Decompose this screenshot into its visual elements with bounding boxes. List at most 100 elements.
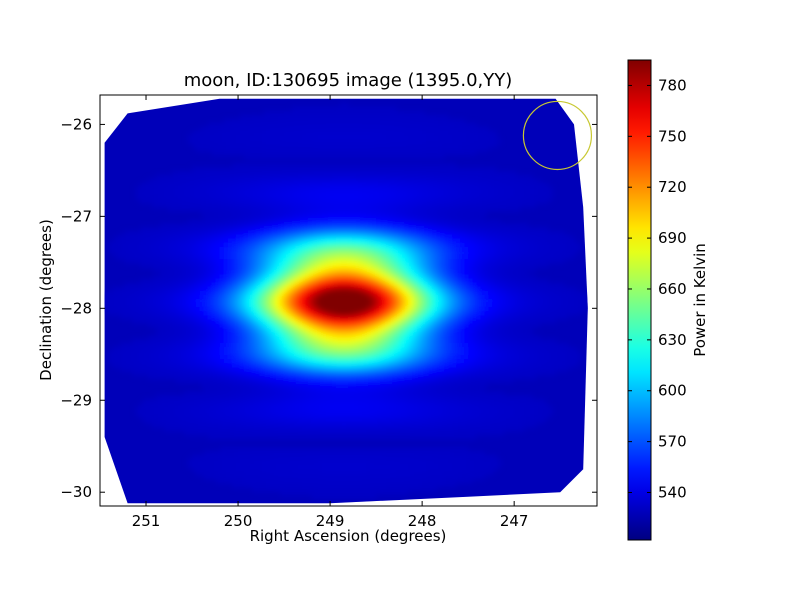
heatmap-cell <box>320 111 325 116</box>
heatmap-cell <box>532 231 537 236</box>
heatmap-cell <box>172 247 177 252</box>
heatmap-cell <box>420 223 425 228</box>
heatmap-cell <box>368 135 373 140</box>
heatmap-cell <box>468 167 473 172</box>
heatmap-cell <box>524 255 529 260</box>
heatmap-cell <box>280 171 285 176</box>
heatmap-cell <box>368 259 373 264</box>
heatmap-cell <box>284 255 289 260</box>
heatmap-cell <box>148 295 153 300</box>
heatmap-cell <box>340 243 345 248</box>
heatmap-cell <box>304 319 309 324</box>
heatmap-cell <box>500 195 505 200</box>
heatmap-cell <box>224 299 229 304</box>
heatmap-cell <box>288 311 293 316</box>
heatmap-cell <box>304 195 309 200</box>
heatmap-cell <box>176 235 181 240</box>
heatmap-cell <box>308 107 313 112</box>
heatmap-cell <box>412 211 417 216</box>
heatmap-cell <box>164 295 169 300</box>
heatmap-cell <box>548 191 553 196</box>
heatmap-cell <box>248 207 253 212</box>
heatmap-cell <box>540 243 545 248</box>
heatmap-cell <box>164 175 169 180</box>
heatmap-cell <box>396 239 401 244</box>
heatmap-cell <box>384 175 389 180</box>
heatmap-cell <box>440 139 445 144</box>
heatmap-cell <box>404 191 409 196</box>
heatmap-cell <box>280 151 285 156</box>
heatmap-cell <box>152 283 157 288</box>
heatmap-cell <box>124 303 129 308</box>
heatmap-cell <box>136 287 141 292</box>
heatmap-cell <box>452 303 457 308</box>
heatmap-cell <box>492 255 497 260</box>
heatmap-cell <box>240 211 245 216</box>
heatmap-cell <box>224 175 229 180</box>
heatmap-cell <box>376 115 381 120</box>
heatmap-cell <box>316 139 321 144</box>
heatmap-cell <box>384 211 389 216</box>
heatmap-cell <box>480 315 485 320</box>
heatmap-cell <box>176 295 181 300</box>
heatmap-cell <box>504 307 509 312</box>
heatmap-cell <box>548 283 553 288</box>
heatmap-cell <box>368 211 373 216</box>
heatmap-cell <box>520 243 525 248</box>
heatmap-cell <box>456 283 461 288</box>
heatmap-cell <box>264 295 269 300</box>
heatmap-cell <box>284 195 289 200</box>
heatmap-cell <box>264 251 269 256</box>
heatmap-cell <box>184 299 189 304</box>
heatmap-cell <box>480 223 485 228</box>
heatmap-cell <box>220 167 225 172</box>
heatmap-cell <box>476 147 481 152</box>
heatmap-cell <box>484 271 489 276</box>
heatmap-cell <box>328 127 333 132</box>
heatmap-cell <box>152 199 157 204</box>
heatmap-cell <box>432 179 437 184</box>
heatmap-cell <box>436 235 441 240</box>
heatmap-cell <box>452 171 457 176</box>
heatmap-cell <box>472 131 477 136</box>
heatmap-cell <box>308 251 313 256</box>
heatmap-cell <box>320 243 325 248</box>
heatmap-cell <box>448 123 453 128</box>
heatmap-cell <box>384 191 389 196</box>
heatmap-cell <box>516 175 521 180</box>
heatmap-cell <box>304 307 309 312</box>
heatmap-cell <box>392 123 397 128</box>
heatmap-cell <box>380 299 385 304</box>
heatmap-cell <box>224 259 229 264</box>
heatmap-cell <box>428 279 433 284</box>
heatmap-cell <box>164 319 169 324</box>
heatmap-cell <box>144 255 149 260</box>
heatmap-cell <box>168 223 173 228</box>
heatmap-cell <box>456 227 461 232</box>
heatmap-cell <box>408 235 413 240</box>
heatmap-cell <box>328 123 333 128</box>
heatmap-cell <box>472 255 477 260</box>
heatmap-cell <box>272 115 277 120</box>
heatmap-cell <box>268 235 273 240</box>
heatmap-cell <box>440 267 445 272</box>
heatmap-cell <box>316 247 321 252</box>
heatmap-cell <box>396 175 401 180</box>
heatmap-cell <box>328 231 333 236</box>
heatmap-cell <box>492 259 497 264</box>
heatmap-cell <box>136 235 141 240</box>
heatmap-cell <box>312 163 317 168</box>
heatmap-cell <box>204 283 209 288</box>
heatmap-cell <box>396 223 401 228</box>
heatmap-cell <box>212 283 217 288</box>
heatmap-cell <box>184 287 189 292</box>
heatmap-cell <box>184 223 189 228</box>
heatmap-cell <box>276 255 281 260</box>
heatmap-cell <box>264 175 269 180</box>
heatmap-cell <box>400 303 405 308</box>
heatmap-cell <box>516 259 521 264</box>
heatmap-cell <box>572 251 577 256</box>
heatmap-cell <box>312 283 317 288</box>
heatmap-cell <box>400 231 405 236</box>
heatmap-cell <box>252 179 257 184</box>
